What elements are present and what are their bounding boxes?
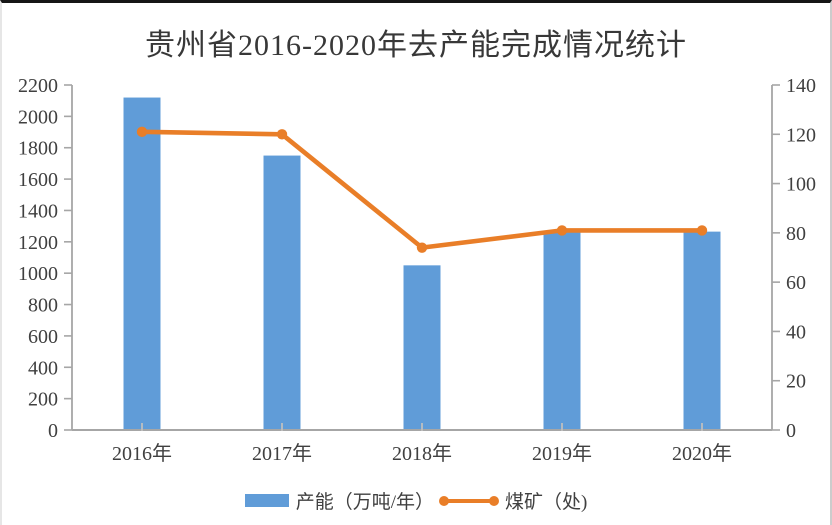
y-axis-left-label: 1800 [18, 138, 58, 160]
legend-bar-swatch [244, 494, 289, 507]
y-axis-left-label: 200 [28, 389, 58, 411]
legend-mines-label: 煤矿（处) [504, 492, 588, 513]
y-axis-left-label: 1200 [18, 232, 58, 254]
y-axis-right-label: 20 [786, 371, 806, 393]
line-point-2017年 [276, 129, 288, 140]
line-point-2018年 [416, 242, 428, 253]
x-axis-label: 2016年 [112, 442, 172, 465]
bar-2020年 [683, 231, 721, 430]
y-axis-left-label: 400 [28, 357, 58, 379]
bar-2016年 [123, 97, 161, 430]
line-point-2019年 [556, 225, 568, 236]
line-point-2020年 [696, 225, 708, 236]
bar-2019年 [543, 232, 581, 430]
legend-item-mines: 煤矿（处) [438, 487, 588, 514]
bar-2017年 [263, 155, 301, 430]
x-axis-label: 2018年 [392, 442, 452, 465]
legend-line-dot-right [488, 495, 499, 506]
y-axis-left-label: 1600 [18, 169, 58, 191]
chart-title: 贵州省2016-2020年去产能完成情况统计 [145, 29, 687, 62]
y-axis-left-label: 1000 [18, 263, 58, 285]
bar-2018年 [403, 265, 441, 430]
y-axis-right-label: 140 [786, 75, 816, 97]
y-axis-right-label: 40 [786, 321, 806, 343]
legend-line-swatch [438, 495, 499, 506]
y-axis-right-label: 100 [786, 174, 816, 196]
y-axis-right-label: 120 [786, 124, 816, 146]
chart-legend: 产能（万吨/年） 煤矿（处) [2, 487, 830, 514]
y-axis-right-label: 60 [786, 272, 806, 294]
y-axis-left-label: 2000 [18, 106, 58, 128]
plot-area: 0200400600800100012001400160018002000220… [18, 75, 816, 465]
y-axis-right-label: 0 [786, 420, 796, 442]
y-axis-left-label: 800 [28, 295, 58, 317]
x-axis-label: 2017年 [252, 442, 312, 465]
legend-capacity-label: 产能（万吨/年） [295, 492, 434, 513]
x-axis-label: 2020年 [672, 442, 732, 465]
line-point-2016年 [136, 126, 148, 138]
legend-item-capacity: 产能（万吨/年） [244, 487, 434, 514]
y-axis-left-label: 2200 [18, 75, 58, 97]
line-series [139, 129, 705, 250]
y-axis-left-label: 1400 [18, 200, 58, 222]
y-axis-left-label: 0 [48, 420, 58, 442]
legend-line-dot-left [438, 495, 449, 506]
y-axis-right-label: 80 [786, 223, 806, 245]
y-axis-left-label: 600 [28, 326, 58, 348]
x-axis-label: 2019年 [532, 442, 592, 465]
